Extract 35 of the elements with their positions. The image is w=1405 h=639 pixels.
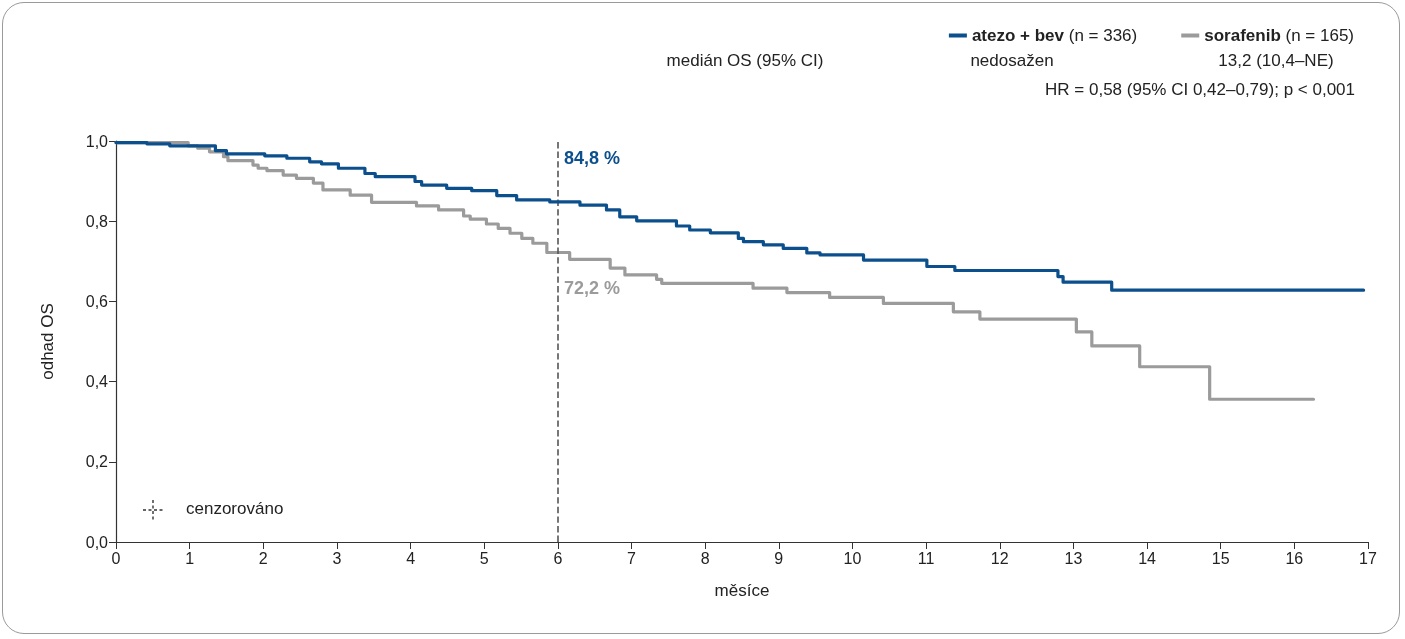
x-tick-label: 6 <box>553 549 563 567</box>
text: medián OS (95% CI) <box>666 50 824 70</box>
x-tick-label: 17 <box>1359 549 1377 567</box>
x-tick-label: 16 <box>1285 549 1304 567</box>
x-tick-label: 4 <box>406 549 416 567</box>
text: 13,2 (10,4–NE) <box>1218 50 1334 70</box>
y-tick-label: 0,6 <box>85 292 109 310</box>
text: nedosažen <box>970 50 1054 70</box>
annotation: cenzorováno <box>186 499 284 518</box>
legend-label: atezo + bev (n = 336) <box>971 26 1138 45</box>
y-tick-label: 0,4 <box>85 373 109 391</box>
y-tick-label: 0,0 <box>85 533 109 551</box>
x-tick-label: 1 <box>185 549 195 567</box>
y-axis-title: odhad OS <box>38 303 57 380</box>
x-tick-label: 12 <box>990 549 1009 567</box>
x-tick-label: 0 <box>111 549 121 567</box>
x-tick-label: 2 <box>258 549 268 567</box>
x-tick-label: 13 <box>1064 549 1083 567</box>
x-tick-label: 8 <box>700 549 710 567</box>
x-tick-label: 5 <box>479 549 489 567</box>
legend-label: sorafenib (n = 165) <box>1204 26 1355 45</box>
x-tick-label: 10 <box>843 549 862 567</box>
y-tick-label: 0,8 <box>85 212 109 230</box>
x-tick-label: 15 <box>1211 549 1230 567</box>
x-tick-label: 14 <box>1138 549 1157 567</box>
x-tick-label: 3 <box>332 549 342 567</box>
text: HR = 0,58 (95% CI 0,42–0,79); p < 0,001 <box>1045 79 1356 99</box>
annotation: 84,8 % <box>563 147 620 168</box>
y-tick-label: 0,2 <box>85 453 109 471</box>
x-tick-label: 11 <box>917 549 935 567</box>
x-tick-label: 9 <box>774 549 784 567</box>
x-tick-label: 7 <box>627 549 637 567</box>
annotation: 72,2 % <box>563 278 620 299</box>
y-tick-label: 1,0 <box>85 132 109 150</box>
x-axis-title: měsíce <box>714 581 770 600</box>
